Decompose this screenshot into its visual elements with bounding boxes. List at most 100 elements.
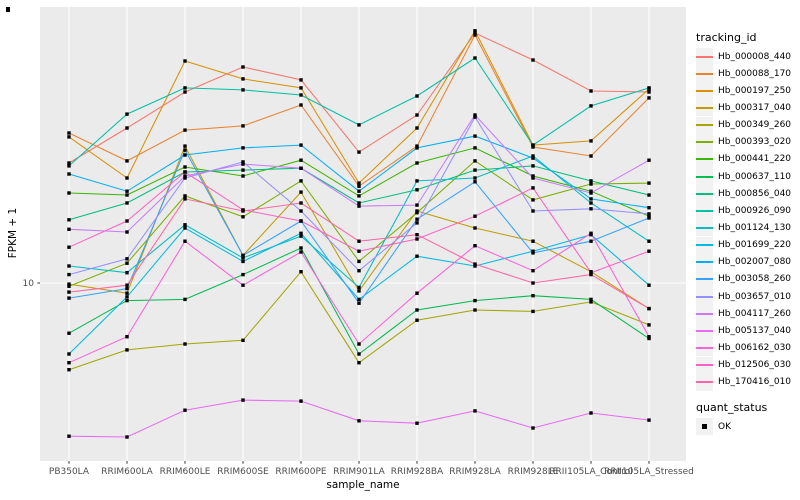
data-point — [125, 193, 129, 197]
series-label: Hb_003657_010 — [718, 291, 792, 302]
data-point — [415, 318, 419, 322]
data-point — [473, 115, 477, 119]
data-point — [415, 421, 419, 425]
data-point — [357, 259, 361, 264]
square-point-icon — [702, 424, 707, 429]
data-point — [357, 239, 361, 243]
series-color-key — [696, 202, 713, 220]
data-point — [241, 259, 245, 264]
series-label: Hb_004117_260 — [718, 308, 792, 319]
series-color-key — [696, 270, 713, 288]
data-point — [531, 426, 535, 430]
data-point — [531, 58, 535, 62]
series-color-key — [696, 339, 713, 357]
legend-item: Hb_000317_040 — [696, 99, 791, 117]
series-color-key — [696, 150, 713, 168]
data-point — [357, 184, 361, 188]
data-point — [183, 226, 187, 230]
axis-ticks — [37, 282, 650, 464]
series-label: Hb_000393_020 — [718, 137, 792, 148]
data-point — [183, 239, 187, 243]
data-point — [531, 309, 535, 314]
data-point — [473, 409, 477, 413]
data-point — [415, 179, 419, 183]
data-point — [647, 335, 651, 339]
data-point — [415, 146, 419, 150]
data-point — [183, 297, 187, 302]
legend-item: Hb_002007_080 — [696, 253, 791, 271]
plot-panel — [40, 7, 686, 461]
data-point — [67, 218, 71, 222]
data-point — [589, 231, 593, 235]
data-point — [299, 166, 303, 170]
line-swatch-icon — [696, 209, 713, 212]
line-swatch-icon — [696, 278, 713, 281]
data-point — [531, 154, 535, 158]
data-point — [241, 88, 245, 92]
data-point — [125, 257, 129, 261]
legend-item: Hb_006162_030 — [696, 339, 791, 357]
data-point — [531, 251, 535, 255]
series-label: Hb_001699_220 — [718, 240, 792, 251]
data-point — [589, 300, 593, 304]
series-color-key — [696, 133, 713, 151]
data-point — [415, 161, 419, 165]
data-point — [357, 285, 361, 290]
data-point — [241, 160, 245, 164]
data-point — [415, 126, 419, 130]
line-swatch-icon — [696, 192, 713, 195]
line-swatch-icon — [696, 364, 713, 367]
legend-item: Hb_000088_170 — [696, 65, 791, 83]
data-point — [647, 239, 651, 243]
data-point — [531, 294, 535, 298]
series-label: Hb_000008_440 — [718, 51, 792, 62]
x-axis-title: sample_name — [326, 479, 400, 491]
data-point — [473, 159, 477, 163]
data-point — [241, 209, 245, 213]
data-point — [357, 123, 361, 127]
data-point — [415, 94, 419, 98]
data-point — [125, 295, 129, 299]
data-point — [299, 143, 303, 147]
data-point — [647, 283, 651, 287]
x-tick-label: RRIM901LA — [333, 467, 385, 477]
data-point — [67, 227, 71, 231]
data-point — [67, 290, 71, 294]
series-color-key — [696, 305, 713, 323]
data-point — [67, 331, 71, 335]
data-point — [647, 206, 651, 210]
data-point — [357, 361, 361, 365]
data-point — [647, 306, 651, 311]
legend-item: Hb_003657_010 — [696, 288, 792, 306]
data-point — [589, 179, 593, 183]
data-point — [67, 131, 71, 135]
ok-marker-key — [696, 418, 713, 436]
data-point — [67, 434, 71, 438]
data-point — [531, 281, 535, 285]
data-point — [415, 188, 419, 192]
series-label: Hb_170416_010 — [718, 377, 792, 388]
data-point — [67, 368, 71, 372]
data-point — [589, 197, 593, 201]
series-color-key — [696, 116, 713, 134]
series-label: Hb_001124_130 — [718, 222, 792, 233]
data-point — [531, 174, 535, 178]
data-point — [531, 269, 535, 273]
legend-item: Hb_001124_130 — [696, 219, 792, 237]
data-point — [299, 234, 303, 238]
data-point — [647, 181, 651, 185]
data-point — [183, 408, 187, 412]
data-point — [299, 399, 303, 403]
legend-item: Hb_005137_040 — [696, 322, 791, 340]
series-color-key — [696, 288, 713, 306]
data-point — [241, 272, 245, 277]
data-point — [125, 283, 129, 287]
series-color-key — [696, 48, 713, 66]
legend-item: Hb_003058_260 — [696, 270, 791, 288]
data-point — [589, 139, 593, 143]
line-swatch-icon — [696, 244, 713, 247]
data-point — [183, 148, 187, 152]
line-swatch-icon — [696, 261, 713, 264]
line-swatch-icon — [696, 346, 713, 349]
data-point — [647, 90, 651, 94]
